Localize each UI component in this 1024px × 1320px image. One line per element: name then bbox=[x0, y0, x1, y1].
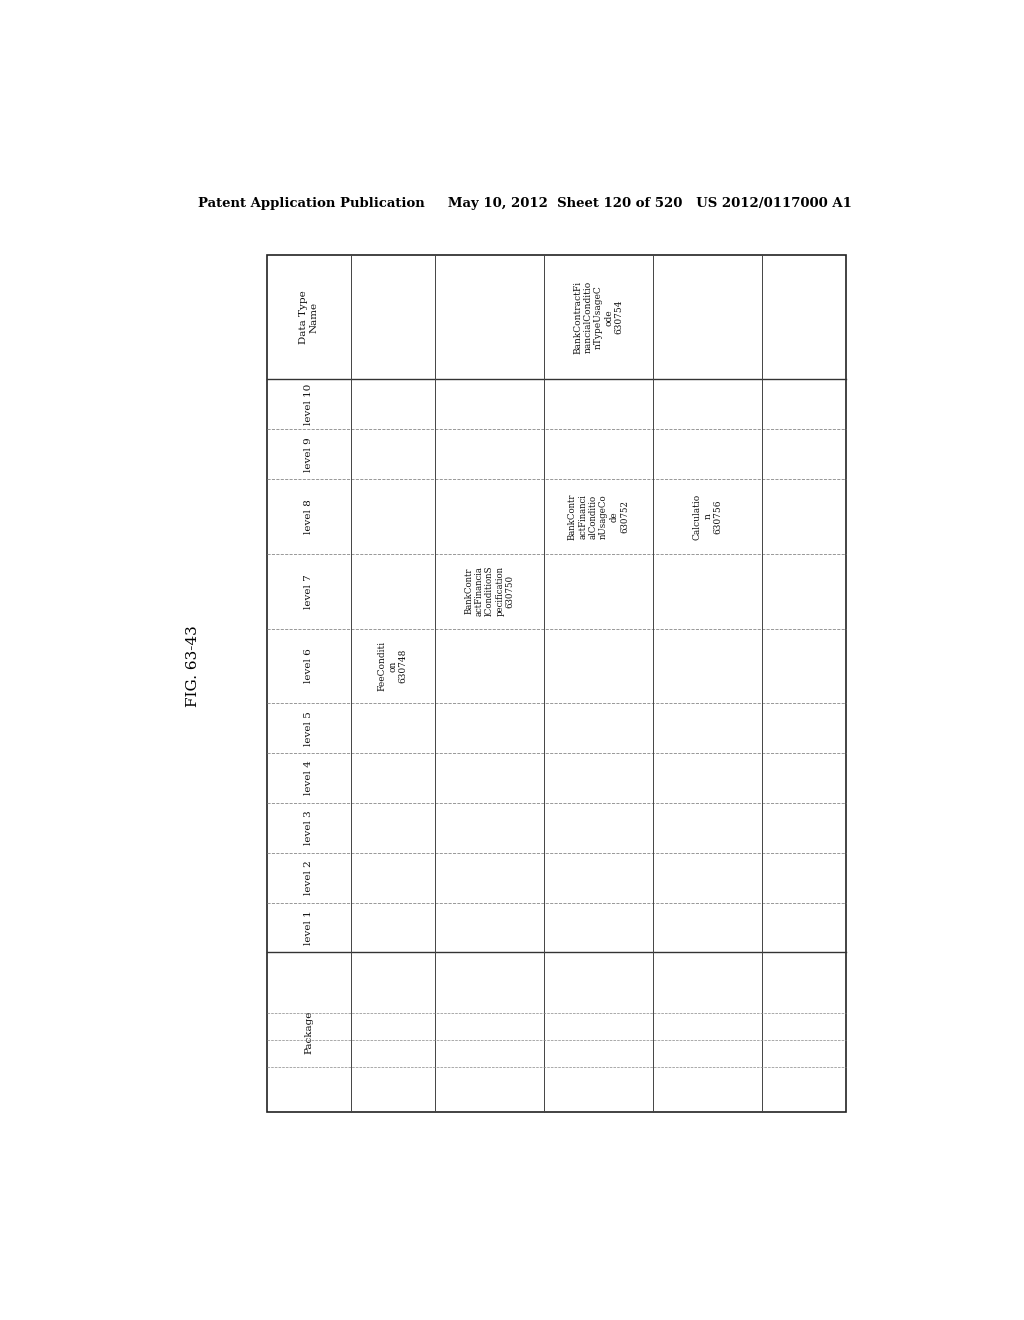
Text: FIG. 63-43: FIG. 63-43 bbox=[186, 626, 200, 708]
Text: BankContractFi
nancialConditio
nTypeUsageC
ode
630754: BankContractFi nancialConditio nTypeUsag… bbox=[573, 281, 624, 354]
Text: level 6: level 6 bbox=[304, 648, 313, 684]
Text: BankContr
actFinancia
lConditionS
pecification
630750: BankContr actFinancia lConditionS pecifi… bbox=[464, 566, 515, 616]
Text: BankContr
actFinanci
alConditio
nUsageCo
de
630752: BankContr actFinanci alConditio nUsageCo… bbox=[568, 494, 629, 540]
Text: Data Type
Name: Data Type Name bbox=[299, 290, 318, 345]
Text: Package: Package bbox=[304, 1010, 313, 1053]
Text: Patent Application Publication     May 10, 2012  Sheet 120 of 520   US 2012/0117: Patent Application Publication May 10, 2… bbox=[198, 197, 852, 210]
Text: FeeConditi
on
630748: FeeConditi on 630748 bbox=[378, 642, 408, 690]
Text: level 3: level 3 bbox=[304, 810, 313, 845]
Text: level 10: level 10 bbox=[304, 384, 313, 425]
Text: level 7: level 7 bbox=[304, 574, 313, 609]
Text: Calculatio
n
630756: Calculatio n 630756 bbox=[693, 494, 723, 540]
Text: level 1: level 1 bbox=[304, 909, 313, 945]
Text: level 4: level 4 bbox=[304, 760, 313, 796]
Text: level 9: level 9 bbox=[304, 437, 313, 471]
Text: level 5: level 5 bbox=[304, 711, 313, 746]
Text: level 8: level 8 bbox=[304, 499, 313, 533]
Text: level 2: level 2 bbox=[304, 861, 313, 895]
